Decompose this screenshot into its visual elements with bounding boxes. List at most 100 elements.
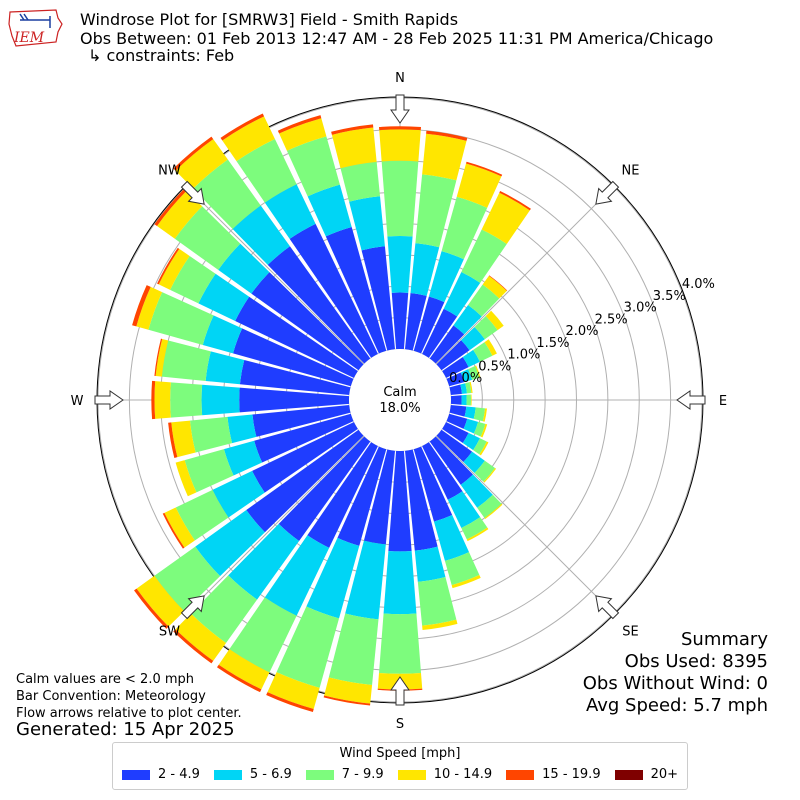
bar-segment xyxy=(222,116,275,162)
bar-segment xyxy=(170,382,203,418)
bar-segment xyxy=(449,404,467,417)
flow-arrow-icon xyxy=(180,595,205,620)
bar-segment xyxy=(171,420,196,458)
arrow-shape xyxy=(180,595,205,620)
bar-segment xyxy=(173,136,214,171)
bar-segment xyxy=(233,328,354,387)
bar-segment xyxy=(482,408,487,422)
bar-segment xyxy=(267,246,371,364)
arrow-shape xyxy=(94,390,124,410)
arrow-shape xyxy=(595,595,620,620)
bar-segment xyxy=(205,351,245,385)
bar-segment xyxy=(235,296,358,378)
bar-segment xyxy=(446,372,465,387)
flow-arrow-icon xyxy=(595,595,620,620)
bar-segment xyxy=(450,395,462,405)
arrow-shape xyxy=(676,390,706,410)
bar-segment xyxy=(461,326,485,351)
bar-segment xyxy=(328,613,379,685)
bar-segment xyxy=(170,255,216,304)
bar-segment xyxy=(465,382,472,394)
bar-segment xyxy=(164,507,195,548)
bar-segment xyxy=(252,404,351,437)
bar-segment xyxy=(388,450,412,552)
bar-segment xyxy=(173,629,214,664)
bar-segment xyxy=(132,285,151,327)
radial-tick-label: 0.0% xyxy=(449,371,482,386)
flow-arrow-icon xyxy=(390,94,410,124)
bar-segment xyxy=(485,310,504,331)
bar-segment xyxy=(473,421,486,437)
bar-segment xyxy=(184,449,234,493)
constraints-label: ↳ constraints: Feb xyxy=(88,46,235,65)
bar-segment xyxy=(246,429,364,533)
radial-tick-label: 1.5% xyxy=(536,336,569,351)
bar-segment xyxy=(151,380,156,420)
bar-segment xyxy=(466,394,472,406)
bar-segment xyxy=(473,438,487,455)
legend-swatch xyxy=(121,769,150,780)
bar-segment xyxy=(456,163,502,208)
radial-tick-label: 0.5% xyxy=(478,359,511,374)
logo-text: IEM xyxy=(13,30,45,46)
bar-segment xyxy=(442,357,469,378)
bar-segment xyxy=(239,360,351,396)
generated-date: Generated: 15 Apr 2025 xyxy=(16,719,235,740)
bar-segment xyxy=(158,248,190,290)
bar-segment xyxy=(175,613,227,661)
calm-label: Calm xyxy=(383,385,416,400)
bar-segment xyxy=(378,126,422,131)
bar-segment xyxy=(161,340,211,381)
arrow-shape xyxy=(180,180,205,205)
bar-segment xyxy=(413,446,453,522)
bar-segment xyxy=(276,606,340,688)
bar-segment xyxy=(175,489,229,541)
bar-segment xyxy=(449,384,462,396)
compass-label: E xyxy=(719,394,727,409)
bar-segment xyxy=(470,394,472,406)
bar-segment xyxy=(436,429,473,463)
bar-segment xyxy=(340,161,381,202)
legend-label: 15 - 19.9 xyxy=(542,767,601,782)
legend-items: 2 - 4.9 5 - 6.9 7 - 9.9 10 - 14.9 15 - 19.9 2… xyxy=(113,767,687,782)
bar-segment xyxy=(475,365,481,378)
calm-circle: Calm 18.0% xyxy=(349,349,451,451)
bar-segment xyxy=(223,440,263,476)
page-title: Windrose Plot for [SMRW3] Field - Smith … xyxy=(80,10,459,29)
bar-segment xyxy=(460,474,493,508)
bar-segment xyxy=(264,184,316,239)
legend-swatch xyxy=(213,769,242,780)
bar-segment xyxy=(387,236,413,293)
legend-title: Wind Speed [mph] xyxy=(339,746,461,761)
bar-segment xyxy=(154,338,163,377)
bar-segment xyxy=(175,139,228,189)
bar-segment xyxy=(381,160,419,237)
iem-logo: IEM xyxy=(8,9,63,47)
bar-segment xyxy=(345,540,386,620)
bar-segment xyxy=(460,369,473,383)
bar-segment xyxy=(331,127,377,169)
legend-swatch xyxy=(305,769,334,780)
legend-swatch xyxy=(506,769,535,780)
flow-arrow-icon xyxy=(595,180,620,205)
legend-item: 7 - 9.9 xyxy=(305,767,384,782)
bar-segment xyxy=(201,384,240,416)
bar-segment xyxy=(251,272,364,371)
bar-segment xyxy=(323,695,371,706)
legend-swatch xyxy=(614,769,643,780)
bar-segment xyxy=(229,597,297,673)
bar-segment xyxy=(220,113,265,141)
bar-segment xyxy=(404,449,438,551)
bar-segment xyxy=(473,342,493,362)
bar-segment xyxy=(482,275,507,299)
bar-segment xyxy=(442,422,469,443)
bar-segment xyxy=(289,223,378,358)
bar-segment xyxy=(433,515,470,561)
bar-segment xyxy=(266,692,314,713)
bar-segment xyxy=(462,349,480,368)
legend-item: 15 - 19.9 xyxy=(506,767,601,782)
calm-value: 18.0% xyxy=(379,401,420,416)
bar-segment xyxy=(429,436,474,485)
bar-segment xyxy=(441,196,488,260)
bar-segment xyxy=(468,365,480,380)
